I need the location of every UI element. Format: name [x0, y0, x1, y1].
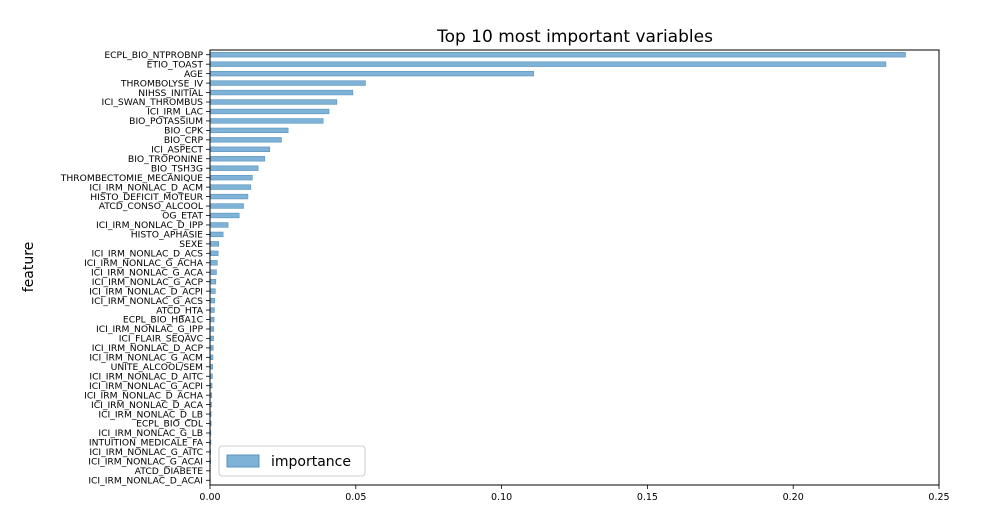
y-tick-label: ECPL_BIO_HBA1C — [123, 315, 203, 326]
y-tick-label: ICI_IRM_NONLAC_G_ACAI — [88, 457, 203, 468]
y-tick-label: ICI_IRM_NONLAC_G_ACPI — [89, 381, 203, 392]
bar-bio-potassium — [209, 118, 324, 124]
x-tick-label: 0.05 — [345, 492, 366, 503]
bar-og-etat — [209, 212, 240, 219]
bar-etio-toast — [209, 61, 887, 67]
y-tick-label: ECPL_BIO_NTPROBNP — [104, 50, 203, 61]
y-tick-label: ICI_IRM_NONLAC_D_LB — [98, 409, 203, 420]
bar-nihss-initial — [209, 89, 354, 96]
bar-ici-swan-thrombus — [209, 99, 338, 105]
y-tick-label: ICI_IRM_NONLAC_D_ACPI — [89, 286, 203, 297]
y-tick-label: ICI_IRM_NONLAC_G_ACP — [92, 277, 204, 288]
y-tick-label: INTUITION_MEDICALE_FA — [89, 438, 204, 449]
plot-area-frame — [209, 49, 940, 486]
y-tick-label: ICI_ASPECT — [151, 144, 203, 155]
chart-title: Top 10 most important variables — [436, 27, 713, 47]
y-tick-label: THROMBOLYSE_IV — [120, 78, 204, 89]
y-tick-label: ICI_IRM_NONLAC_D_ACM — [89, 182, 203, 193]
y-tick-label: ICI_IRM_NONLAC_G_ACM — [89, 353, 203, 364]
bar-ici-irm-lac — [209, 108, 330, 115]
bar-ici-irm-nonlac-d-acm — [209, 184, 252, 190]
legend: importance — [218, 445, 366, 477]
bar-ici-irm-nonlac-g-acp — [209, 279, 217, 285]
y-tick-label: ATCD_DIABETE — [135, 466, 204, 477]
bar-ecpl-bio-hba1c — [209, 316, 215, 323]
y-tick-label: ICI_IRM_NONLAC_G_AITC — [89, 447, 203, 458]
y-tick-label: ATCD_HTA — [156, 305, 204, 316]
y-tick-label: ICI_IRM_NONLAC_G_ACS — [91, 296, 203, 307]
x-tick-label: 0.00 — [199, 492, 220, 503]
bar-sexe — [209, 241, 220, 247]
y-tick-label: ICI_IRM_NONLAC_D_IPP — [96, 220, 203, 231]
x-tick-label: 0.20 — [783, 492, 804, 503]
legend-label-importance: importance — [271, 454, 351, 470]
y-tick-label: THROMBECTOMIE_MECANIQUE — [60, 173, 203, 184]
y-tick-label: UNITE_ALCOOL/SEM — [111, 362, 203, 373]
bar-thrombolyse-iv — [209, 80, 366, 86]
bar-bio-crp — [209, 137, 282, 143]
bar-thrombectomie-mecanique — [209, 174, 253, 181]
bar-histo-deficit-moteur — [209, 193, 249, 200]
y-tick-label: AGE — [184, 69, 203, 80]
bar-atcd-conso-alcool — [209, 203, 244, 209]
y-tick-label: ICI_IRM_NONLAC_G_LB — [98, 428, 203, 439]
bar-ici-flair-seqavc — [209, 335, 214, 342]
bar-ici-irm-nonlac-g-aca — [209, 269, 217, 275]
y-tick-label: ATCD_CONSO_ALCOOL — [99, 201, 204, 212]
bars-group — [209, 52, 906, 483]
x-axis: 0.00 0.05 0.10 0.15 0.20 0.25 — [199, 485, 950, 503]
y-tick-label: ICI_IRM_NONLAC_D_ACAI — [88, 475, 203, 486]
bar-ici-irm-nonlac-d-acpi — [209, 288, 216, 294]
y-tick-label: ICI_IRM_NONLAC_D_ACA — [91, 400, 204, 411]
bar-ici-irm-nonlac-g-ipp — [209, 326, 215, 332]
x-tick-label: 0.15 — [637, 492, 658, 503]
y-tick-label: BIO_CRP — [164, 135, 204, 146]
bar-histo-aphasie — [209, 231, 224, 238]
bar-bio-troponine — [209, 156, 266, 162]
y-tick-label: ICI_FLAIR_SEQAVC — [119, 334, 203, 345]
y-tick-label: ECPL_BIO_CDL — [136, 419, 204, 430]
bar-ici-irm-nonlac-d-acs — [209, 250, 219, 256]
y-tick-label: ICI_IRM_NONLAC_D_AITC — [89, 371, 203, 382]
y-tick-label: NIHSS_INITIAL — [138, 88, 204, 99]
y-tick-label: BIO_TSH3G — [151, 163, 203, 174]
y-tick-label: ICI_SWAN_THROMBUS — [101, 97, 203, 108]
x-tick-label: 0.25 — [928, 492, 949, 503]
y-tick-label: ICI_IRM_NONLAC_D_ACP — [92, 343, 204, 354]
y-tick-label: ICI_IRM_NONLAC_D_ACHA — [84, 390, 204, 401]
y-tick-label: ETIO_TOAST — [147, 59, 204, 70]
y-tick-label: BIO_CPK — [164, 126, 204, 137]
y-tick-label: ICI_IRM_NONLAC_G_ACA — [91, 267, 204, 278]
bar-atcd-hta — [209, 307, 215, 313]
y-tick-label: ICI_IRM_LAC — [147, 107, 203, 118]
bar-ici-aspect — [209, 146, 271, 152]
bar-ecpl-bio-ntprobnp — [209, 52, 906, 58]
y-axis: ECPL_BIO_NTPROBNPETIO_TOASTAGETHROMBOLYS… — [60, 50, 210, 486]
y-tick-label: BIO_POTASSIUM — [129, 116, 203, 127]
y-tick-label: SEXE — [179, 239, 203, 250]
y-tick-label: BIO_TROPONINE — [128, 154, 203, 165]
bar-bio-tsh3g — [209, 165, 259, 171]
bar-ici-irm-nonlac-g-acha — [209, 260, 218, 266]
y-tick-label: HISTO_DEFICIT_MOTEUR — [90, 192, 203, 203]
x-tick-label: 0.10 — [491, 492, 512, 503]
y-tick-label: OG_ETAT — [162, 211, 203, 222]
y-tick-label: ICI_IRM_NONLAC_G_ACHA — [84, 258, 204, 269]
y-tick-label: HISTO_APHASIE — [131, 230, 203, 241]
bar-age — [209, 70, 534, 77]
y-tick-label: ICI_IRM_NONLAC_G_IPP — [96, 324, 203, 335]
legend-swatch-importance — [226, 454, 260, 468]
y-axis-label: feature — [21, 242, 37, 293]
bar-bio-cpk — [209, 127, 289, 134]
bar-ici-irm-nonlac-d-ipp — [209, 222, 229, 228]
legend-box — [218, 445, 366, 477]
bar-ici-irm-nonlac-g-acs — [209, 297, 215, 304]
y-tick-label: ICI_IRM_NONLAC_D_ACS — [91, 249, 203, 260]
